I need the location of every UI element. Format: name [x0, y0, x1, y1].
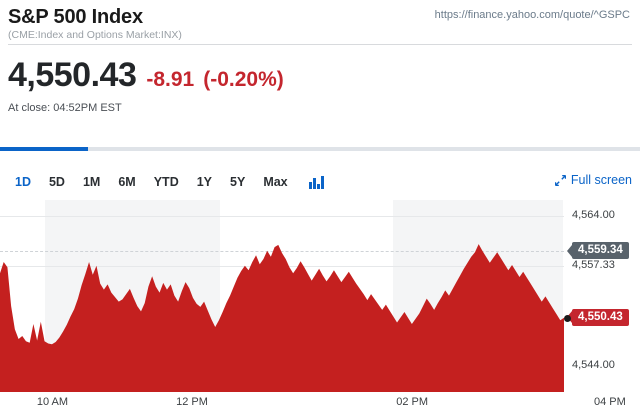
fullscreen-button[interactable]: Full screen	[554, 173, 632, 187]
range-tab-1y[interactable]: 1Y	[196, 175, 213, 189]
fullscreen-label: Full screen	[570, 173, 632, 187]
header-divider	[8, 44, 632, 45]
chart-gridline	[0, 216, 564, 218]
source-url: https://finance.yahoo.com/quote/^GSPC	[434, 9, 630, 21]
range-tab-6m[interactable]: 6M	[118, 175, 136, 189]
range-tab-max[interactable]: Max	[263, 175, 288, 189]
range-tab-5y[interactable]: 5Y	[230, 175, 246, 189]
range-tab-1m[interactable]: 1M	[82, 175, 101, 189]
quote-block: 4,550.43 -8.91 (-0.20%) At close: 04:52P…	[0, 44, 640, 114]
expand-arrows-icon	[554, 174, 567, 186]
x-axis-tick-label: 10 AM	[36, 396, 69, 408]
chart-y-axis: 4,564.00 4,557.33 4,544.00 4,559.34 4,550.43	[564, 200, 640, 392]
quote-header: S&P 500 Index (CME:Index and Options Mar…	[0, 0, 640, 44]
chart-area-series	[0, 244, 564, 392]
range-tab-1d[interactable]: 1D	[15, 175, 31, 189]
previous-close-gridline	[0, 251, 564, 253]
chart-toolbar: 1D 5D 1M 6M YTD 1Y 5Y Max Full screen	[0, 172, 640, 200]
quote-change: -8.91	[146, 68, 195, 91]
bar-chart-icon[interactable]	[308, 175, 325, 189]
previous-close-badge: 4,559.34	[572, 242, 629, 260]
range-selector[interactable]: 1D 5D 1M 6M YTD 1Y 5Y Max	[6, 172, 325, 192]
y-axis-tick-label: 4,557.33	[572, 259, 615, 272]
chart-plot-area[interactable]	[0, 200, 564, 392]
range-tab-5d[interactable]: 5D	[48, 175, 65, 189]
page-load-progress-fill	[0, 147, 88, 151]
quote-change-percent: (-0.20%)	[203, 68, 284, 91]
last-price-badge: 4,550.43	[572, 308, 629, 326]
price-chart[interactable]: 4,564.00 4,557.33 4,544.00 4,559.34 4,550.43…	[0, 200, 640, 420]
y-axis-tick-label: 4,564.00	[572, 209, 615, 222]
x-axis-tick-label: 02 PM	[396, 396, 429, 408]
y-axis-tick-label: 4,544.00	[572, 358, 615, 371]
page-load-progress-track	[0, 147, 640, 151]
quote-price: 4,550.43	[8, 56, 137, 94]
x-axis-tick-label: 12 PM	[176, 396, 208, 408]
chart-x-axis: 10 AM 12 PM 02 PM 04 PM	[0, 396, 640, 420]
x-axis-tick-label: 04 PM	[594, 396, 626, 408]
page-title: S&P 500 Index	[8, 6, 143, 28]
exchange-subtitle: (CME:Index and Options Market:INX)	[8, 29, 182, 41]
range-tab-ytd[interactable]: YTD	[153, 175, 179, 189]
quote-market-status: At close: 04:52PM EST	[8, 102, 122, 114]
last-price-dot	[564, 314, 571, 322]
